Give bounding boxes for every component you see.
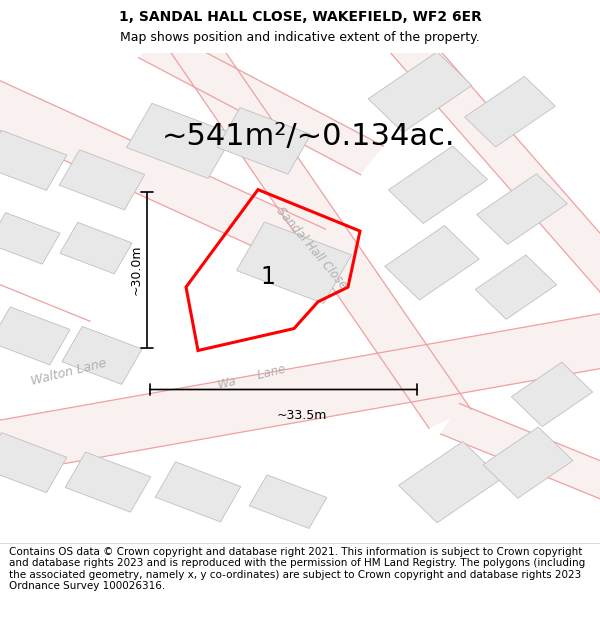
Polygon shape	[368, 52, 472, 132]
Polygon shape	[0, 131, 67, 191]
Polygon shape	[440, 404, 600, 507]
Polygon shape	[475, 255, 557, 319]
Polygon shape	[217, 107, 311, 174]
Polygon shape	[236, 222, 352, 304]
Text: 1, SANDAL HALL CLOSE, WAKEFIELD, WF2 6ER: 1, SANDAL HALL CLOSE, WAKEFIELD, WF2 6ER	[119, 9, 481, 24]
Polygon shape	[391, 34, 600, 307]
Polygon shape	[0, 307, 70, 365]
Text: Map shows position and indicative extent of the property.: Map shows position and indicative extent…	[120, 31, 480, 44]
Polygon shape	[249, 475, 327, 528]
Polygon shape	[155, 462, 241, 522]
Polygon shape	[62, 326, 142, 384]
Text: 1: 1	[261, 266, 276, 289]
Polygon shape	[65, 452, 151, 512]
Polygon shape	[385, 226, 479, 300]
Polygon shape	[483, 427, 573, 498]
Polygon shape	[0, 73, 325, 268]
Text: ~30.0m: ~30.0m	[130, 245, 143, 296]
Polygon shape	[0, 213, 60, 264]
Text: ~33.5m: ~33.5m	[277, 409, 326, 422]
Polygon shape	[59, 150, 145, 210]
Polygon shape	[127, 103, 233, 178]
Polygon shape	[388, 146, 488, 224]
Polygon shape	[398, 441, 502, 522]
Polygon shape	[476, 174, 568, 244]
Polygon shape	[139, 29, 383, 175]
Polygon shape	[0, 309, 600, 479]
Text: Wa      Lane: Wa Lane	[217, 362, 287, 392]
Text: Walton Lane: Walton Lane	[30, 357, 109, 388]
Polygon shape	[464, 76, 556, 147]
Text: ~541m²/~0.134ac.: ~541m²/~0.134ac.	[162, 121, 455, 151]
Polygon shape	[0, 432, 67, 492]
Polygon shape	[511, 362, 593, 426]
Text: Sandal Hall Close: Sandal Hall Close	[274, 204, 350, 292]
Text: Contains OS data © Crown copyright and database right 2021. This information is : Contains OS data © Crown copyright and d…	[9, 546, 585, 591]
Polygon shape	[60, 222, 132, 274]
Polygon shape	[171, 34, 471, 428]
